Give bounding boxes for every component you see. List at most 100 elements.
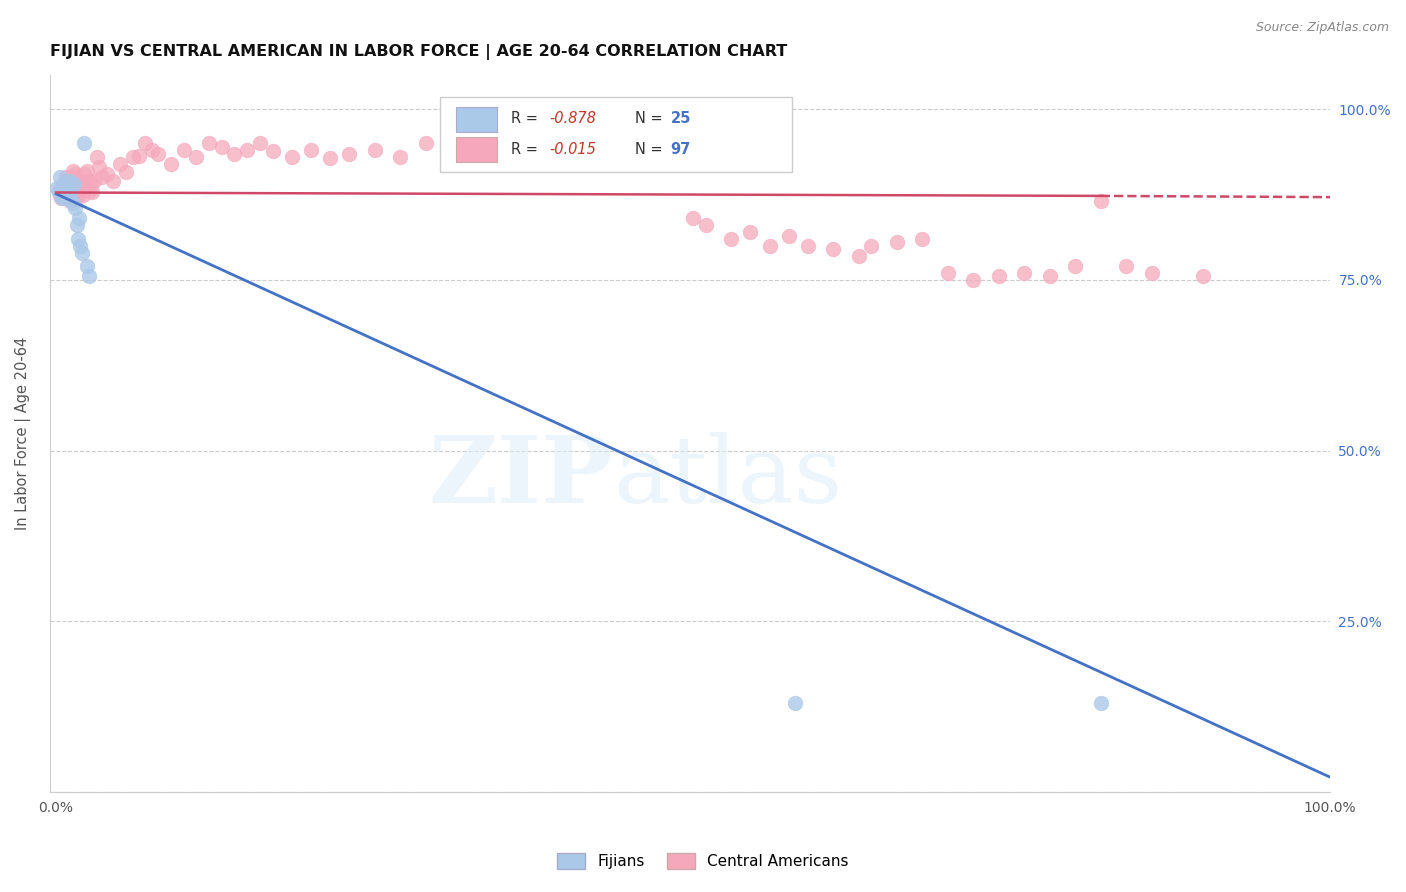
Point [83,174,105,188]
Point [73,167,96,181]
Point [516,139,538,153]
Point [720,232,742,246]
Point [1090,194,1112,209]
Text: ZIP: ZIP [429,432,613,522]
Point [796,239,818,253]
Point [657,145,679,159]
Text: R =: R = [510,142,543,157]
Point [55,170,77,185]
FancyBboxPatch shape [456,137,496,162]
Point [77,269,100,284]
Point [63,170,86,185]
Point [96,167,118,181]
Point [236,143,259,157]
Point [89,160,111,174]
Point [1115,259,1137,273]
Point [554,143,576,157]
Point [103,174,125,188]
Point [69,239,91,253]
Point [58,174,80,188]
Point [758,239,780,253]
Point [281,150,304,164]
Point [70,245,93,260]
Point [53,174,76,188]
Point [51,180,73,194]
Text: 25: 25 [671,112,692,127]
Point [440,143,463,157]
Point [69,174,91,188]
Point [60,191,83,205]
Point [415,136,437,151]
Point [146,146,169,161]
Text: atlas: atlas [613,432,842,522]
Point [987,269,1010,284]
Text: -0.878: -0.878 [550,112,596,127]
Point [62,196,84,211]
Point [63,178,86,192]
Point [606,150,628,164]
Point [72,187,94,202]
Point [115,165,138,179]
Text: -0.015: -0.015 [550,142,596,157]
Point [1014,266,1036,280]
Point [66,183,89,197]
Point [121,150,143,164]
Point [134,136,156,151]
Point [58,186,80,200]
Point [319,151,342,165]
Point [860,239,883,253]
Point [631,143,654,157]
Point [77,174,100,188]
Point [51,191,73,205]
Point [65,191,87,205]
Point [783,697,806,711]
Point [60,176,83,190]
Point [299,143,322,157]
Point [65,201,87,215]
Text: 97: 97 [671,142,690,157]
Point [65,184,87,198]
Point [65,167,87,181]
Point [65,219,87,233]
Point [491,150,513,164]
Point [740,225,762,239]
Point [49,187,72,202]
Point [67,186,90,200]
Point [65,174,87,188]
Point [75,180,97,194]
Point [56,187,79,202]
Point [86,150,108,164]
Point [67,211,90,226]
Point [823,242,845,256]
FancyBboxPatch shape [456,106,496,132]
Point [70,184,93,198]
Point [91,170,114,185]
Point [128,148,150,162]
Point [80,186,103,200]
Point [76,259,98,273]
Point [159,157,181,171]
Point [62,187,84,202]
Point [51,191,73,205]
Point [962,273,984,287]
Point [51,187,73,202]
Point [66,232,89,246]
Point [76,163,98,178]
Text: N =: N = [636,112,666,127]
Point [53,183,76,197]
Text: R =: R = [510,112,543,127]
Point [58,192,80,206]
Point [262,145,284,159]
Point [73,136,96,151]
Point [79,176,101,190]
Point [141,143,163,157]
Point [63,191,86,205]
Point [52,178,75,193]
Point [46,180,69,194]
Point [1140,266,1163,280]
Text: Source: ZipAtlas.com: Source: ZipAtlas.com [1256,21,1389,34]
Point [211,139,233,153]
Point [1090,697,1112,711]
FancyBboxPatch shape [440,96,793,172]
Point [62,163,84,178]
